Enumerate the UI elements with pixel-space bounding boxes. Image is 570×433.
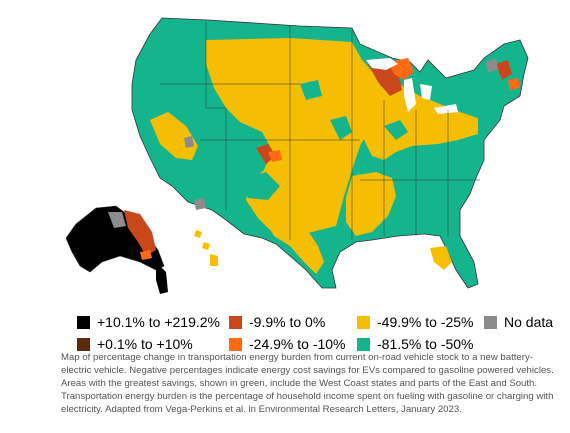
legend-label-7: No data	[504, 314, 554, 330]
alaska-rust	[124, 210, 156, 256]
alaska-gray	[108, 212, 126, 228]
alaska-panhandle	[156, 262, 168, 294]
gray-nevada	[184, 136, 194, 148]
legend-label-1: +10.1% to +219.2%	[97, 314, 220, 330]
alaska-orange	[140, 250, 152, 260]
great-lakes	[366, 58, 458, 114]
legend-label-5: -49.9% to -25%	[377, 314, 474, 330]
legend-item-5: -49.9% to -25%	[357, 313, 474, 331]
yellow-south	[346, 172, 396, 236]
yellow-midwest	[362, 82, 478, 160]
orange-colorado	[268, 150, 282, 162]
hawaii-shape	[194, 230, 218, 266]
rust-maine	[496, 60, 512, 80]
legend-swatch-3	[229, 315, 242, 329]
gray-maine	[486, 58, 498, 72]
green-patch-1	[240, 172, 280, 200]
legend-swatch-4	[229, 337, 242, 351]
legend-swatch-5	[357, 315, 370, 329]
legend-swatch-2	[77, 337, 90, 351]
legend-item-3: -9.9% to 0%	[229, 313, 325, 331]
green-patch-3	[300, 80, 322, 100]
legend-label-2: +0.1% to +10%	[97, 336, 193, 352]
legend-swatch-7	[484, 315, 497, 329]
green-patch-2	[330, 116, 352, 140]
legend-item-2: +0.1% to +10%	[77, 335, 193, 353]
us-county-map	[65, 17, 529, 294]
green-patch-4	[384, 120, 408, 140]
legend-item-6: -81.5% to -50%	[357, 335, 474, 353]
state-borders	[160, 22, 480, 240]
yellow-texas	[266, 218, 324, 274]
alaska-shape	[65, 205, 165, 273]
map-caption: Map of percentage change in transportati…	[61, 352, 554, 415]
legend-swatch-6	[357, 337, 370, 351]
legend-swatch-1	[77, 315, 90, 329]
yellow-florida	[430, 246, 452, 270]
orange-new-england	[508, 78, 520, 90]
legend-item-7: No data	[484, 313, 553, 331]
legend-item-4: -24.9% to -10%	[229, 335, 346, 353]
legend-item-1: +10.1% to +219.2%	[77, 313, 220, 331]
legend-label-6: -81.5% to -50%	[377, 336, 474, 352]
gray-arizona	[194, 198, 206, 210]
legend-label-3: -9.9% to 0%	[249, 314, 326, 330]
legend-label-4: -24.9% to -10%	[249, 336, 346, 352]
